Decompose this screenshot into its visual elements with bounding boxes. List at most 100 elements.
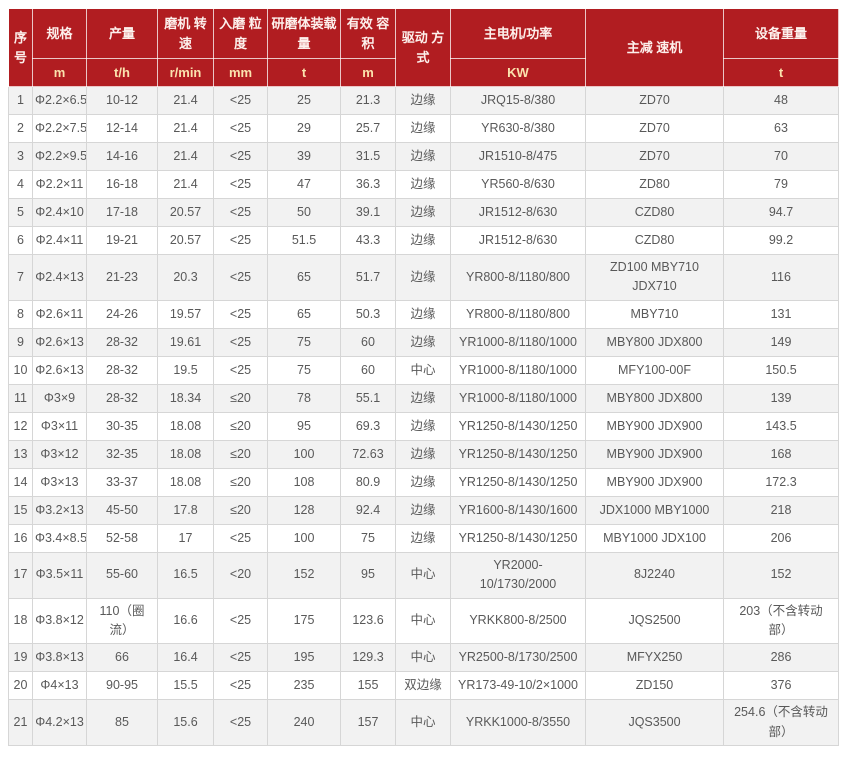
media-load-cell: 95 bbox=[267, 411, 341, 441]
drive-mode-cell: 中心 bbox=[395, 699, 451, 746]
motor-cell: YR1600-8/1430/1600 bbox=[450, 495, 586, 525]
volume-cell: 72.63 bbox=[340, 439, 396, 469]
volume-cell: 75 bbox=[340, 523, 396, 553]
output-cell: 33-37 bbox=[86, 467, 158, 497]
table-row: 1 Φ2.2×6.5 10-12 21.4 <25 25 21.3 边缘 JRQ15-8/380… bbox=[8, 86, 839, 115]
mill-speed-cell: 18.34 bbox=[157, 383, 214, 413]
spec-cell: Φ2.6×13 bbox=[32, 327, 87, 357]
weight-cell: 286 bbox=[723, 643, 839, 673]
index-cell: 6 bbox=[8, 226, 33, 255]
index-cell: 21 bbox=[8, 699, 33, 746]
media-load-cell: 195 bbox=[267, 643, 341, 673]
volume-cell: 123.6 bbox=[340, 597, 396, 645]
motor-cell: YR1250-8/1430/1250 bbox=[450, 411, 586, 441]
drive-mode-cell: 边缘 bbox=[395, 467, 451, 497]
output-cell: 14-16 bbox=[86, 142, 158, 171]
table-row: 5 Φ2.4×10 17-18 20.57 <25 50 39.1 边缘 JR1512-8/63… bbox=[8, 198, 839, 227]
output-cell: 55-60 bbox=[86, 551, 158, 599]
col-header-output: 产量 bbox=[86, 8, 158, 59]
motor-cell: YRKK800-8/2500 bbox=[450, 597, 586, 645]
spec-cell: Φ2.2×7.5 bbox=[32, 114, 87, 143]
unit-mill-speed: r/min bbox=[157, 58, 214, 87]
table-row: 10 Φ2.6×13 28-32 19.5 <25 75 60 中心 YR1000-8/1180… bbox=[8, 355, 839, 385]
index-cell: 14 bbox=[8, 467, 33, 497]
mill-speed-cell: 17.8 bbox=[157, 495, 214, 525]
weight-cell: 172.3 bbox=[723, 467, 839, 497]
unit-media-load: t bbox=[267, 58, 341, 87]
output-cell: 17-18 bbox=[86, 198, 158, 227]
index-cell: 19 bbox=[8, 643, 33, 673]
volume-cell: 95 bbox=[340, 551, 396, 599]
feed-size-cell: ≤20 bbox=[213, 467, 268, 497]
spec-cell: Φ2.4×11 bbox=[32, 226, 87, 255]
index-cell: 8 bbox=[8, 299, 33, 329]
media-load-cell: 29 bbox=[267, 114, 341, 143]
drive-mode-cell: 边缘 bbox=[395, 495, 451, 525]
spec-cell: Φ4.2×13 bbox=[32, 699, 87, 746]
weight-cell: 139 bbox=[723, 383, 839, 413]
drive-mode-cell: 边缘 bbox=[395, 170, 451, 199]
weight-cell: 376 bbox=[723, 671, 839, 701]
mill-spec-table: 序号 规格 产量 磨机 转速 入磨 粒度 研磨体装载量 有效 容积 驱动 方式 … bbox=[8, 8, 839, 746]
mill-speed-cell: 20.57 bbox=[157, 198, 214, 227]
volume-cell: 25.7 bbox=[340, 114, 396, 143]
motor-cell: YR630-8/380 bbox=[450, 114, 586, 143]
feed-size-cell: ≤20 bbox=[213, 439, 268, 469]
weight-cell: 70 bbox=[723, 142, 839, 171]
index-cell: 13 bbox=[8, 439, 33, 469]
volume-cell: 60 bbox=[340, 355, 396, 385]
index-cell: 4 bbox=[8, 170, 33, 199]
table-row: 2 Φ2.2×7.5 12-14 21.4 <25 29 25.7 边缘 YR630-8/380… bbox=[8, 114, 839, 143]
col-header-feed-size: 入磨 粒度 bbox=[213, 8, 268, 59]
media-load-cell: 128 bbox=[267, 495, 341, 525]
col-header-weight: 设备重量 bbox=[723, 8, 839, 59]
feed-size-cell: <25 bbox=[213, 327, 268, 357]
feed-size-cell: <25 bbox=[213, 523, 268, 553]
motor-cell: YR2500-8/1730/2500 bbox=[450, 643, 586, 673]
weight-cell: 254.6（不含转动 部） bbox=[723, 699, 839, 746]
table-row: 7 Φ2.4×13 21-23 20.3 <25 65 51.7 边缘 YR800-8/1180… bbox=[8, 254, 839, 301]
table-row: 17 Φ3.5×11 55-60 16.5 <20 152 95 中心 YR2000- 10/1… bbox=[8, 551, 839, 599]
drive-mode-cell: 边缘 bbox=[395, 439, 451, 469]
spec-cell: Φ3.4×8.5 bbox=[32, 523, 87, 553]
unit-weight: t bbox=[723, 58, 839, 87]
table-row: 14 Φ3×13 33-37 18.08 ≤20 108 80.9 边缘 YR1250-8/14… bbox=[8, 467, 839, 497]
table-row: 8 Φ2.6×11 24-26 19.57 <25 65 50.3 边缘 YR800-8/118… bbox=[8, 299, 839, 329]
spec-cell: Φ2.2×9.5 bbox=[32, 142, 87, 171]
volume-cell: 36.3 bbox=[340, 170, 396, 199]
output-cell: 10-12 bbox=[86, 86, 158, 115]
output-cell: 45-50 bbox=[86, 495, 158, 525]
reducer-cell: ZD70 bbox=[585, 114, 724, 143]
motor-cell: YR1250-8/1430/1250 bbox=[450, 439, 586, 469]
weight-cell: 94.7 bbox=[723, 198, 839, 227]
output-cell: 16-18 bbox=[86, 170, 158, 199]
reducer-cell: MBY900 JDX900 bbox=[585, 411, 724, 441]
media-load-cell: 100 bbox=[267, 439, 341, 469]
feed-size-cell: <20 bbox=[213, 551, 268, 599]
mill-speed-cell: 21.4 bbox=[157, 114, 214, 143]
feed-size-cell: ≤20 bbox=[213, 383, 268, 413]
weight-cell: 143.5 bbox=[723, 411, 839, 441]
motor-cell: YR800-8/1180/800 bbox=[450, 299, 586, 329]
reducer-cell: ZD150 bbox=[585, 671, 724, 701]
motor-cell: YR2000- 10/1730/2000 bbox=[450, 551, 586, 599]
drive-mode-cell: 中心 bbox=[395, 597, 451, 645]
drive-mode-cell: 边缘 bbox=[395, 254, 451, 301]
media-load-cell: 39 bbox=[267, 142, 341, 171]
weight-cell: 152 bbox=[723, 551, 839, 599]
reducer-cell: JDX1000 MBY1000 bbox=[585, 495, 724, 525]
volume-cell: 155 bbox=[340, 671, 396, 701]
output-cell: 52-58 bbox=[86, 523, 158, 553]
output-cell: 12-14 bbox=[86, 114, 158, 143]
col-header-index: 序号 bbox=[8, 8, 33, 87]
mill-speed-cell: 15.6 bbox=[157, 699, 214, 746]
weight-cell: 150.5 bbox=[723, 355, 839, 385]
weight-cell: 63 bbox=[723, 114, 839, 143]
volume-cell: 129.3 bbox=[340, 643, 396, 673]
reducer-cell: MBY900 JDX900 bbox=[585, 439, 724, 469]
feed-size-cell: <25 bbox=[213, 299, 268, 329]
output-cell: 28-32 bbox=[86, 327, 158, 357]
reducer-cell: MBY800 JDX800 bbox=[585, 327, 724, 357]
reducer-cell: 8J2240 bbox=[585, 551, 724, 599]
media-load-cell: 108 bbox=[267, 467, 341, 497]
